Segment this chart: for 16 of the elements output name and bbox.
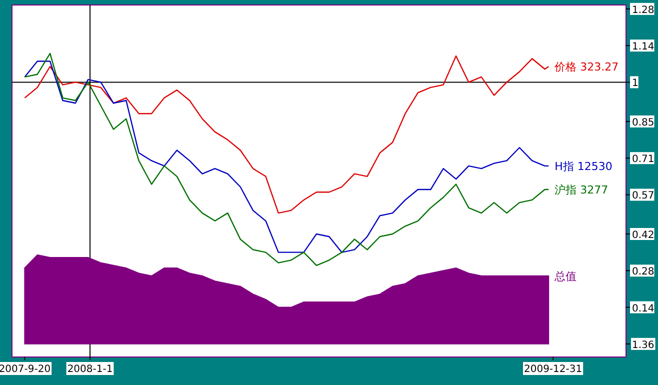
y-tick-label: 0.71 (632, 154, 654, 166)
y-tick-label: 0.14 (632, 303, 654, 314)
series-label: H指 12530 (554, 160, 612, 173)
y-tick-label: 0.57 (632, 190, 654, 202)
text: 1.36 (632, 340, 654, 351)
y-tick-label: 0.85 (632, 117, 654, 128)
series-label: 总值 (554, 270, 577, 283)
y-tick-label: 1.14 (632, 42, 654, 53)
y-tick-label: 1.28 (632, 4, 654, 16)
y-tick-label: 1 (632, 78, 638, 90)
series-label: 价格 323.27 (554, 60, 619, 74)
x-tick-label: 2009-12-31 (524, 364, 582, 375)
y-tick-label: 0.28 (632, 266, 654, 278)
x-tick-label: 2008-1-1 (67, 364, 113, 375)
y-tick-label: 0.42 (632, 230, 654, 241)
series-label: 沪指 3277 (554, 184, 608, 197)
